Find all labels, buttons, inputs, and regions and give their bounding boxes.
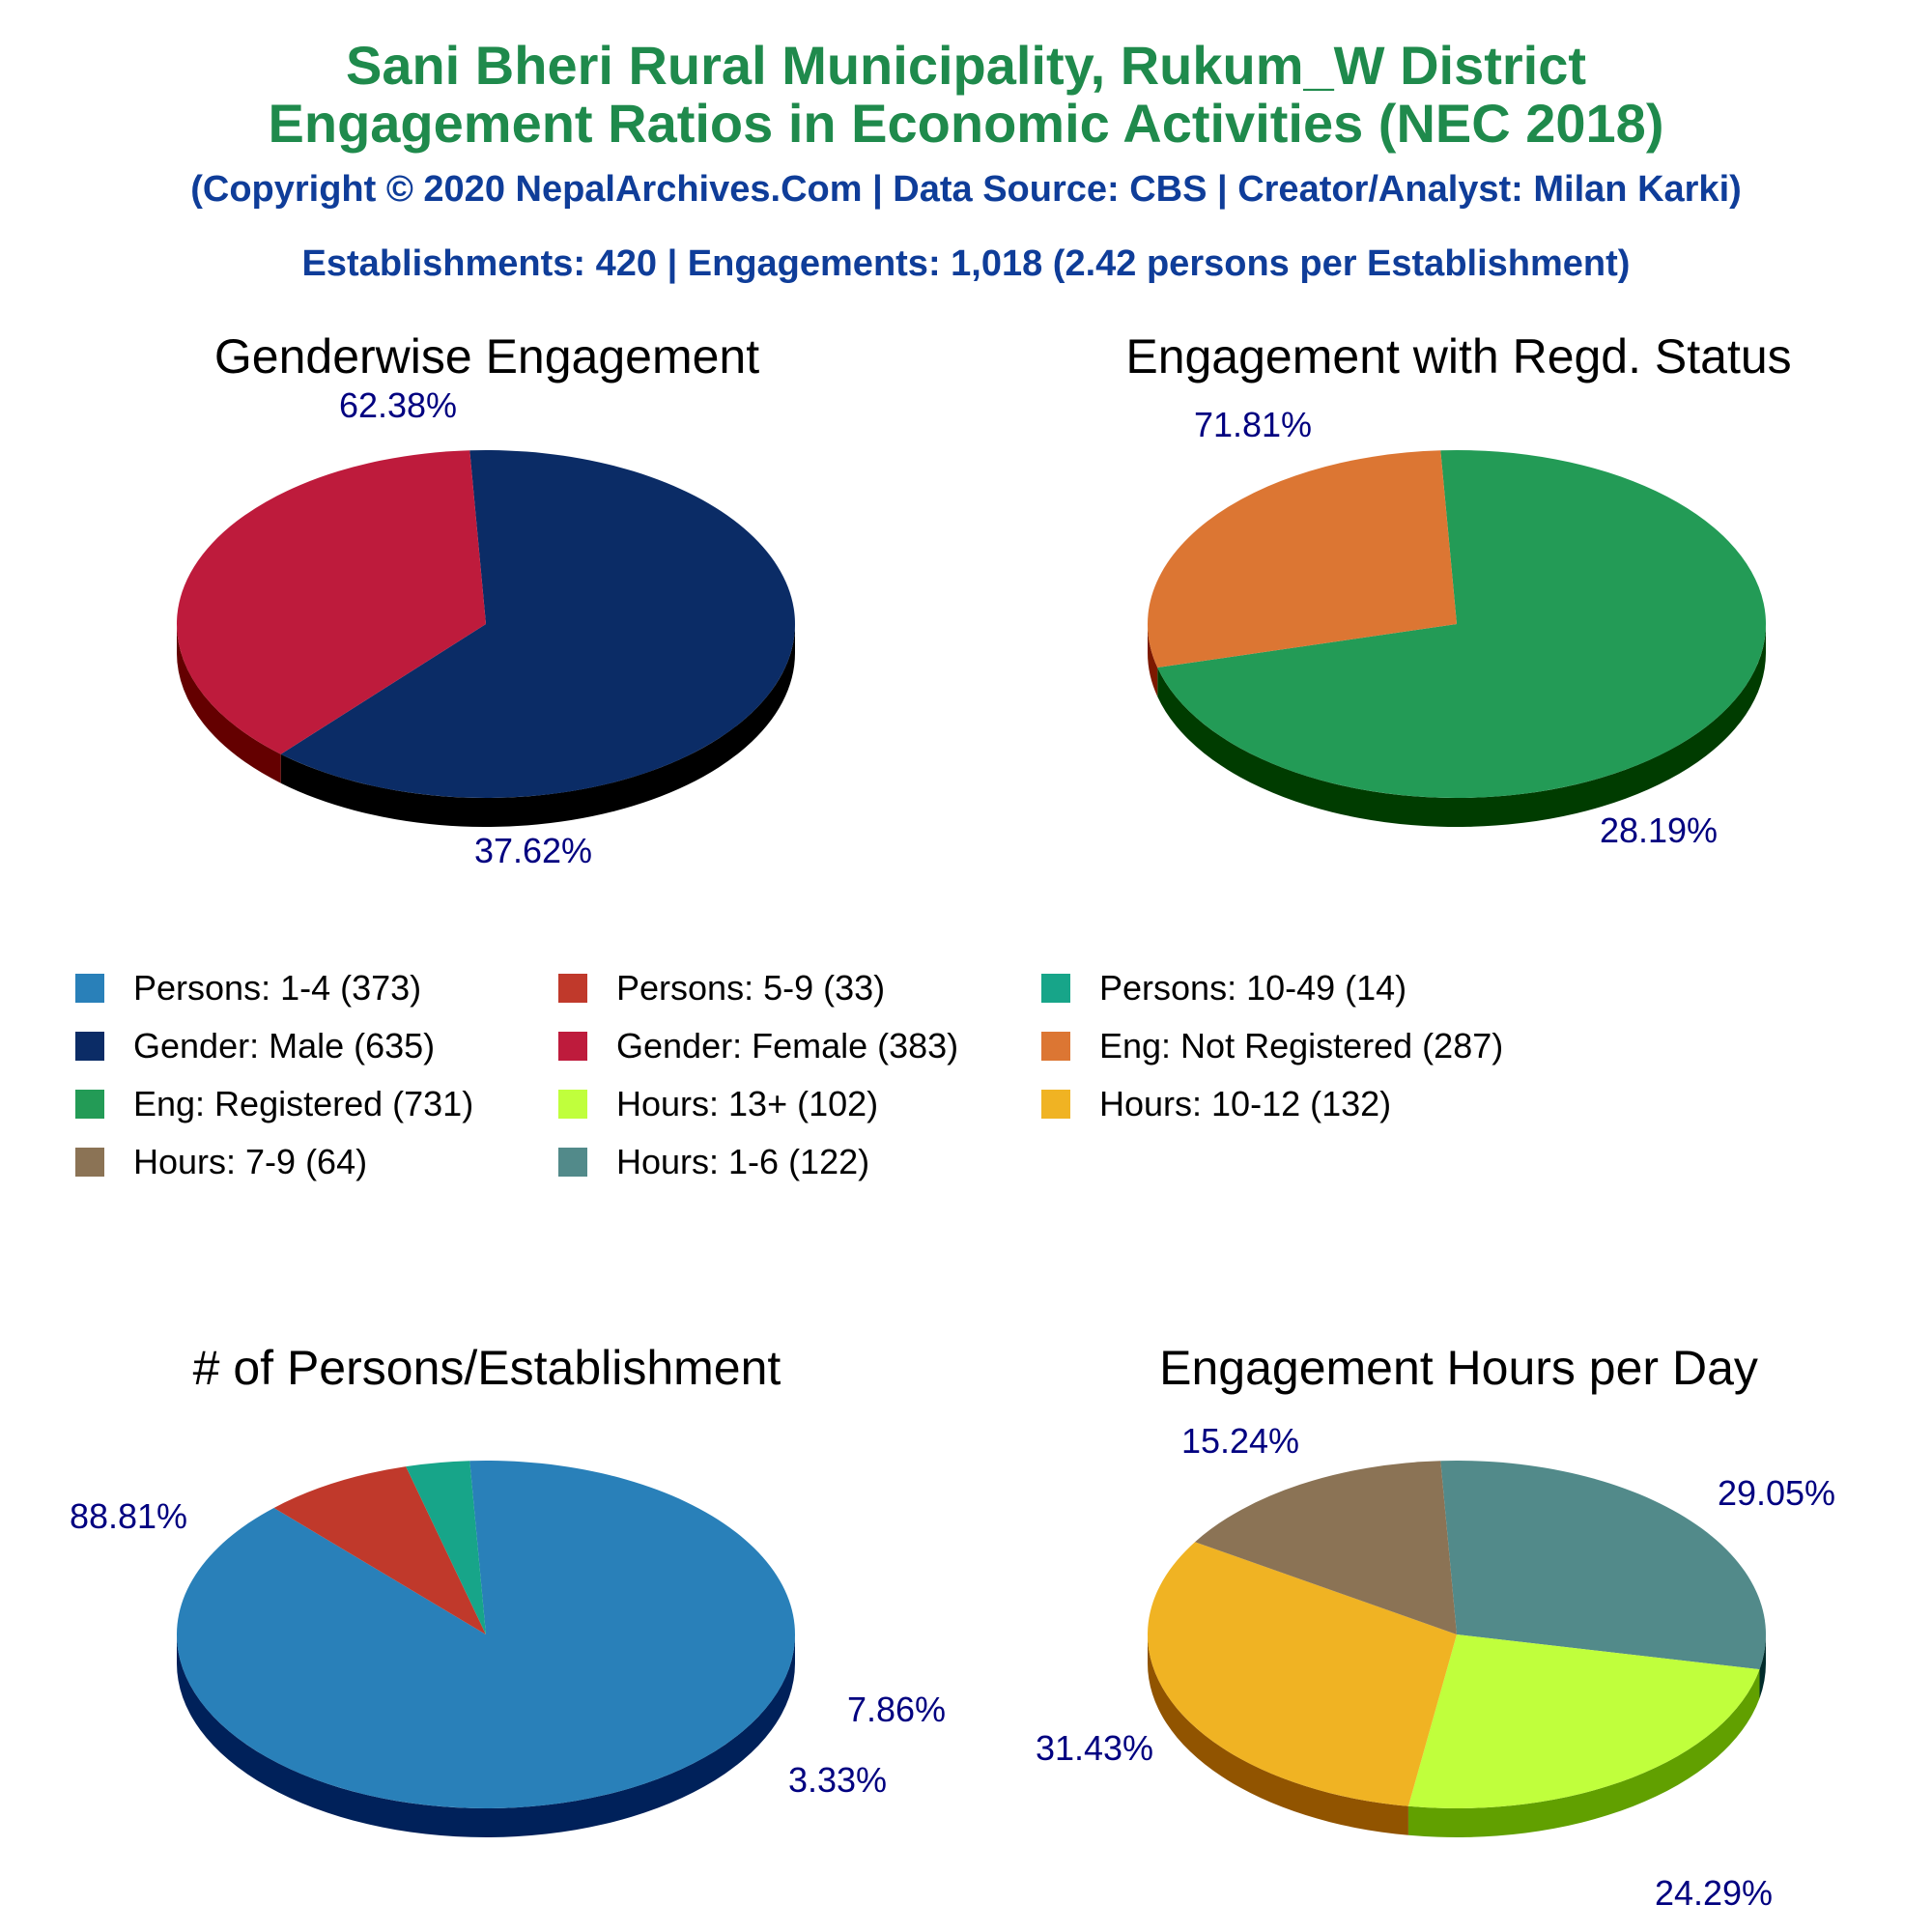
pie-slice (1148, 1542, 1457, 1806)
main-title-line1: Sani Bheri Rural Municipality, Rukum_W D… (345, 35, 1587, 96)
main-title-line2: Engagement Ratios in Economic Activities… (268, 93, 1664, 154)
pie-slice-side (1148, 1634, 1408, 1835)
legend-label: Eng: Not Registered (287) (1099, 1026, 1504, 1065)
legend-label: Gender: Male (635) (133, 1026, 436, 1065)
legend-swatch (75, 1148, 104, 1177)
pie-slice-side (1407, 1669, 1760, 1838)
pie-slice (406, 1461, 486, 1634)
pie-chart-1: 71.81% 28.19% (1148, 405, 1766, 850)
chart-title-hours: Engagement Hours per Day (1159, 1341, 1758, 1395)
pie-slice (273, 1466, 486, 1634)
legend-swatch (75, 1032, 104, 1061)
copyright-line: (Copyright © 2020 NepalArchives.Com | Da… (190, 169, 1742, 210)
pie-slice (1148, 450, 1457, 668)
legend-label: Hours: 13+ (102) (616, 1084, 879, 1123)
chart-title-regd: Engagement with Regd. Status (1125, 329, 1792, 384)
legend-item: Hours: 10-12 (132) (1041, 1084, 1391, 1124)
pie-slice-label: 37.62% (474, 831, 592, 870)
legend-item: Gender: Female (383) (558, 1026, 958, 1066)
legend-label: Persons: 5-9 (33) (616, 968, 886, 1008)
legend-item: Persons: 5-9 (33) (558, 968, 885, 1009)
pie-slice-label: 29.05% (1718, 1473, 1835, 1513)
pie-slice-label: 88.81% (70, 1496, 187, 1536)
legend-label: Hours: 7-9 (64) (133, 1142, 368, 1181)
legend-item: Persons: 10-49 (14) (1041, 968, 1406, 1009)
pie-slice-label: 24.29% (1655, 1873, 1773, 1913)
pie-slice-label: 15.24% (1181, 1421, 1299, 1461)
legend-label: Persons: 1-4 (373) (133, 968, 422, 1008)
legend-label: Hours: 10-12 (132) (1099, 1084, 1392, 1123)
chart-title-gender: Genderwise Engagement (213, 329, 760, 384)
legend-swatch (558, 974, 587, 1003)
pie-slice-side (1157, 624, 1766, 828)
legend-label: Persons: 10-49 (14) (1099, 968, 1407, 1008)
legend-label: Gender: Female (383) (616, 1026, 959, 1065)
legend-item: Hours: 13+ (102) (558, 1084, 878, 1124)
legend-swatch (558, 1032, 587, 1061)
pie-slice-label: 62.38% (339, 385, 457, 425)
pie-chart-3: 29.05% 24.29% 31.43% 15.24% (1036, 1421, 1835, 1913)
pie-slice-label: 28.19% (1600, 810, 1718, 850)
pie-slice-side (177, 624, 281, 783)
pie-slice (176, 1461, 795, 1808)
pie-slice (1440, 1461, 1766, 1670)
legend-swatch (558, 1148, 587, 1177)
pie-slice-label: 7.86% (847, 1690, 946, 1729)
pie-slice-side (177, 1634, 795, 1837)
legend-item: Eng: Registered (731) (75, 1084, 473, 1124)
legend-swatch (1041, 974, 1070, 1003)
pie-slice-label: 71.81% (1194, 405, 1312, 444)
pie-chart-2: 88.81% 7.86% 3.33% (70, 1461, 946, 1837)
chart-title-persons: # of Persons/Establishment (192, 1341, 781, 1395)
legend-item: Eng: Not Registered (287) (1041, 1026, 1503, 1066)
legend-swatch (558, 1090, 587, 1119)
legend-swatch (75, 1090, 104, 1119)
legend-label: Eng: Registered (731) (133, 1084, 474, 1123)
pie-slice-label: 31.43% (1036, 1728, 1153, 1768)
pie-slice (280, 450, 796, 798)
legend-swatch (1041, 1090, 1070, 1119)
pie-slice-side (1148, 624, 1158, 697)
legend-swatch (75, 974, 104, 1003)
pie-slice (177, 450, 486, 754)
legend-item: Hours: 1-6 (122) (558, 1142, 869, 1182)
legend-item: Hours: 7-9 (64) (75, 1142, 367, 1182)
legend-swatch (1041, 1032, 1070, 1061)
pie-chart-0: 62.38% 37.62% (177, 385, 796, 870)
pie-slice-label: 3.33% (788, 1760, 887, 1800)
legend-item: Gender: Male (635) (75, 1026, 435, 1066)
pie-slice-side (280, 624, 796, 827)
legend-label: Hours: 1-6 (122) (616, 1142, 870, 1181)
pie-slice (1195, 1461, 1457, 1634)
summary-line: Establishments: 420 | Engagements: 1,018… (301, 243, 1631, 284)
pie-slice-side (1759, 1634, 1766, 1699)
pie-slice (1157, 450, 1766, 798)
legend-item: Persons: 1-4 (373) (75, 968, 421, 1009)
pie-slice (1407, 1634, 1760, 1808)
